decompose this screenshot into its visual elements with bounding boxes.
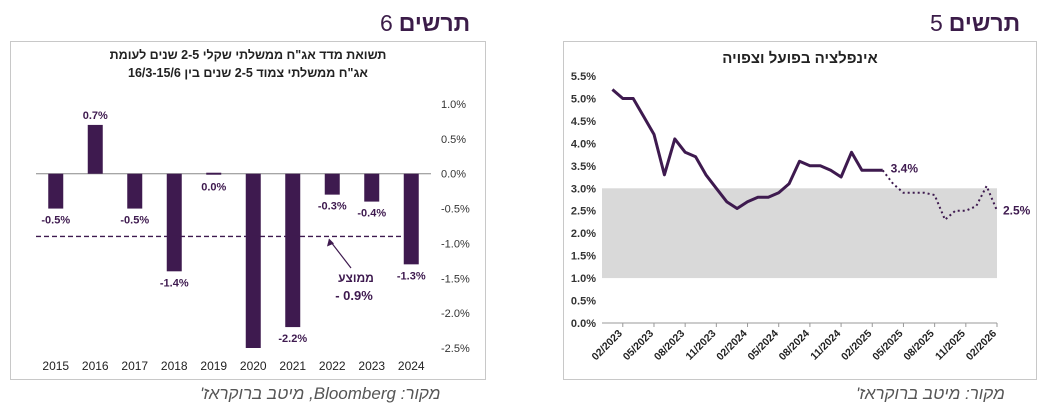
x-tick-label: 02/2025 (839, 328, 874, 363)
average-arrow (328, 239, 352, 269)
bar-value-label: 0.7% (83, 110, 108, 122)
chart-5-heading: תרשים5 (930, 10, 1020, 37)
y-tick-label: 3.5% (571, 161, 596, 173)
chart-5-heading-word: תרשים (948, 10, 1021, 36)
y-tick-label: 0.5% (441, 134, 466, 146)
average-label-value: - 0.9% (335, 288, 373, 303)
bar-2020 (245, 173, 261, 348)
bar-value-label: -1.4% (160, 277, 189, 289)
x-tick-label: 08/2025 (901, 328, 936, 363)
y-tick-label: -2.0% (441, 308, 470, 320)
chart-6-heading-word: תרשים (398, 10, 471, 36)
bar-value-label: -0.5% (120, 215, 149, 227)
y-tick-label: 5.0% (571, 93, 596, 105)
bar-value-label: -1.3% (397, 270, 426, 282)
y-tick-label: 0.5% (571, 296, 596, 308)
y-tick-label: 2.0% (571, 228, 596, 240)
y-tick-label: 1.5% (571, 251, 596, 263)
x-tick-label: 2017 (121, 359, 148, 373)
actual-end-label: 3.4% (891, 161, 919, 175)
chart-5-heading-number: 5 (930, 10, 943, 36)
y-tick-label: 1.0% (571, 273, 596, 285)
x-tick-label: 05/2023 (621, 328, 656, 363)
y-tick-label: 0.0% (441, 169, 466, 181)
y-tick-label: 4.5% (571, 116, 596, 128)
x-tick-label: 2018 (161, 359, 188, 373)
x-tick-label: 05/2024 (745, 328, 780, 363)
bar-2015 (48, 173, 64, 209)
chart-5-source: מקור: מיטב ברוקראז' (856, 384, 1005, 403)
x-tick-label: 2019 (200, 359, 227, 373)
chart-6-source: מקור: Bloomberg, מיטב ברוקראז' (200, 384, 441, 403)
bar-chart-panel: תשואת מדד אג"ח ממשלתי שקלי 2-5 שנים לעומ… (10, 41, 486, 380)
target-band (602, 188, 997, 279)
bar-chart-title-line2: אג"ח ממשלתי צמוד 2-5 שנים בין 16/3-15/6 (128, 66, 368, 80)
x-tick-label: 2024 (398, 359, 425, 373)
x-tick-label: 11/2025 (933, 328, 968, 363)
bar-2018 (166, 173, 182, 272)
y-tick-label: 0.0% (571, 318, 596, 330)
y-tick-label: 2.5% (571, 206, 596, 218)
bar-2023 (364, 173, 380, 202)
y-tick-label: 1.0% (441, 99, 466, 111)
line-chart-panel: אינפלציה בפועל וצפויה 0.0% 0.5% 1.0% 1.5% 2.… (563, 41, 1037, 380)
bar-value-label: -2.2% (278, 333, 307, 345)
bar-2024 (403, 173, 419, 265)
chart-6-heading-number: 6 (380, 10, 393, 36)
line-chart: אינפלציה בפועל וצפויה 0.0% 0.5% 1.0% 1.5% 2.… (571, 50, 1031, 363)
y-tick-label: 4.0% (571, 138, 596, 150)
forecast-end-label: 2.5% (1003, 204, 1031, 218)
y-tick-label: 5.5% (571, 71, 596, 83)
x-tick-label: 2022 (319, 359, 346, 373)
x-tick-label: 2020 (240, 359, 267, 373)
bar-value-label: -0.4% (357, 208, 386, 220)
x-tick-label: 02/2026 (964, 328, 999, 363)
y-tick-label: -2.5% (441, 343, 470, 355)
bar-chart-title-line1: תשואת מדד אג"ח ממשלתי שקלי 2-5 שנים לעומ… (110, 48, 387, 62)
x-tick-label: 11/2023 (684, 328, 719, 363)
y-tick-label: -0.5% (441, 204, 470, 216)
x-tick-label: 08/2024 (777, 328, 812, 363)
line-chart-title: אינפלציה בפועל וצפויה (722, 50, 878, 67)
forecast-inflation-line (881, 169, 998, 222)
bar-2022 (324, 173, 340, 195)
x-tick-label: 02/2023 (590, 328, 625, 363)
bar-2016 (87, 124, 103, 174)
y-tick-label: -1.5% (441, 273, 470, 285)
x-tick-label: 08/2023 (652, 328, 687, 363)
x-tick-label: 2023 (358, 359, 385, 373)
x-tick-label: 2016 (82, 359, 109, 373)
bar-chart: תשואת מדד אג"ח ממשלתי שקלי 2-5 שנים לעומ… (36, 48, 470, 373)
y-tick-label: 3.0% (571, 183, 596, 195)
bar-value-label: -0.3% (318, 201, 347, 213)
x-tick-label: 11/2024 (808, 328, 843, 363)
chart-6-heading: תרשים6 (380, 10, 470, 37)
actual-inflation-line (611, 88, 883, 210)
x-tick-label: 2015 (42, 359, 69, 373)
bar-2021 (285, 173, 301, 328)
y-tick-label: -1.0% (441, 238, 470, 250)
average-label-title: ממוצע (338, 271, 374, 285)
x-tick-label: 02/2024 (714, 328, 749, 363)
average-arrow-head (327, 238, 334, 247)
bar-2017 (127, 173, 143, 209)
x-tick-label: 2021 (279, 359, 306, 373)
bar-value-label: 0.0% (201, 182, 226, 194)
x-tick-label: 05/2025 (870, 328, 905, 363)
bar-value-label: -0.5% (41, 215, 70, 227)
